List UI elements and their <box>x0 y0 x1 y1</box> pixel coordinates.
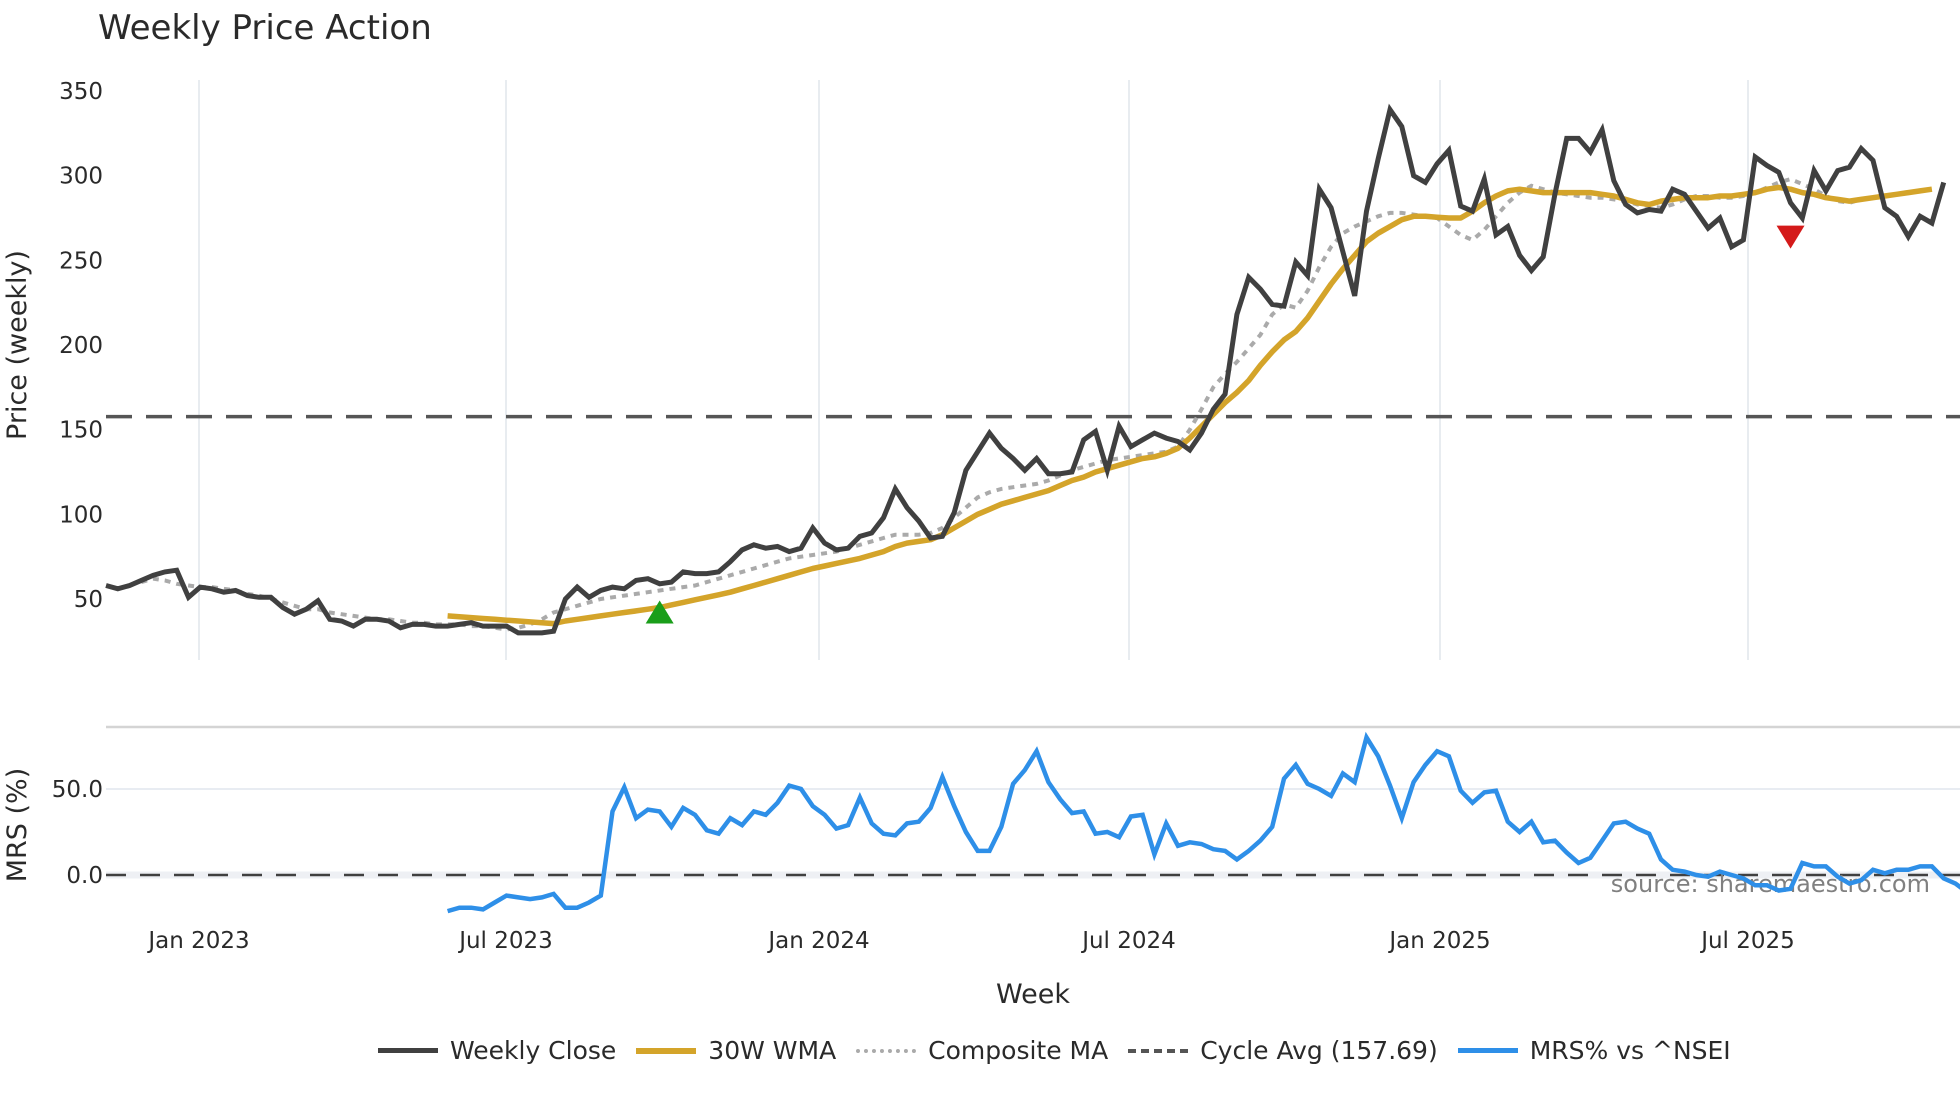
svg-text:50.0: 50.0 <box>52 777 103 803</box>
legend-item-wma[interactable]: 30W WMA <box>636 1036 836 1065</box>
mrs-line <box>446 731 1960 914</box>
svg-text:300: 300 <box>59 164 103 190</box>
source-watermark: source: sharemaestro.com <box>1611 870 1930 898</box>
mrs-y-axis: 50.0 0.0 <box>52 777 103 889</box>
svg-text:200: 200 <box>59 333 103 359</box>
legend-label: Weekly Close <box>450 1036 617 1065</box>
svg-text:Jan 2024: Jan 2024 <box>766 928 869 954</box>
x-axis-label: Week <box>996 979 1070 1010</box>
mrs-y-axis-label: MRS (%) <box>2 768 33 883</box>
svg-text:50: 50 <box>74 587 103 613</box>
svg-text:Jul 2025: Jul 2025 <box>1699 928 1795 954</box>
wma-swatch-icon <box>636 1047 697 1054</box>
legend-item-composite-ma[interactable]: Composite MA <box>856 1036 1108 1065</box>
wma-30w-line <box>447 184 1933 627</box>
svg-text:Jan 2025: Jan 2025 <box>1387 928 1490 954</box>
svg-text:Jul 2024: Jul 2024 <box>1080 928 1176 954</box>
legend-item-cycle-avg[interactable]: Cycle Avg (157.69) <box>1128 1036 1438 1065</box>
price-vertical-gridlines <box>198 80 1749 660</box>
legend-label: Composite MA <box>928 1036 1109 1065</box>
price-y-axis: 50 100 150 200 250 300 350 <box>59 79 103 613</box>
svg-text:250: 250 <box>59 248 103 274</box>
legend-item-mrs[interactable]: MRS% vs ^NSEI <box>1457 1036 1731 1065</box>
legend-label: Cycle Avg (157.69) <box>1200 1036 1438 1065</box>
x-axis: Jan 2023 Jul 2023 Jan 2024 Jul 2024 Jan 2025… <box>146 928 1794 954</box>
composite-ma-swatch-icon <box>856 1048 917 1053</box>
legend: Weekly Close 30W WMA Composite MA Cycle … <box>378 1036 1751 1065</box>
svg-text:150: 150 <box>59 418 103 444</box>
chart-title: Weekly Price Action <box>98 8 432 48</box>
svg-text:100: 100 <box>59 502 103 528</box>
mrs-swatch-icon <box>1457 1048 1518 1053</box>
svg-text:Jul 2023: Jul 2023 <box>457 928 553 954</box>
svg-text:350: 350 <box>59 79 103 105</box>
weekly-close-swatch-icon <box>378 1048 438 1053</box>
legend-label: MRS% vs ^NSEI <box>1529 1036 1731 1065</box>
price-y-axis-label: Price (weekly) <box>2 250 33 440</box>
weekly-close-line <box>105 103 1947 636</box>
sell-signal-triangle-down-icon <box>1776 225 1805 249</box>
cycle-avg-swatch-icon <box>1128 1048 1189 1053</box>
legend-label: 30W WMA <box>708 1036 837 1065</box>
svg-text:Jan 2023: Jan 2023 <box>146 928 249 954</box>
buy-signal-triangle-up-icon <box>645 600 674 624</box>
legend-item-weekly-close[interactable]: Weekly Close <box>378 1036 616 1065</box>
svg-text:0.0: 0.0 <box>66 863 103 889</box>
composite-ma-line <box>140 176 1862 632</box>
